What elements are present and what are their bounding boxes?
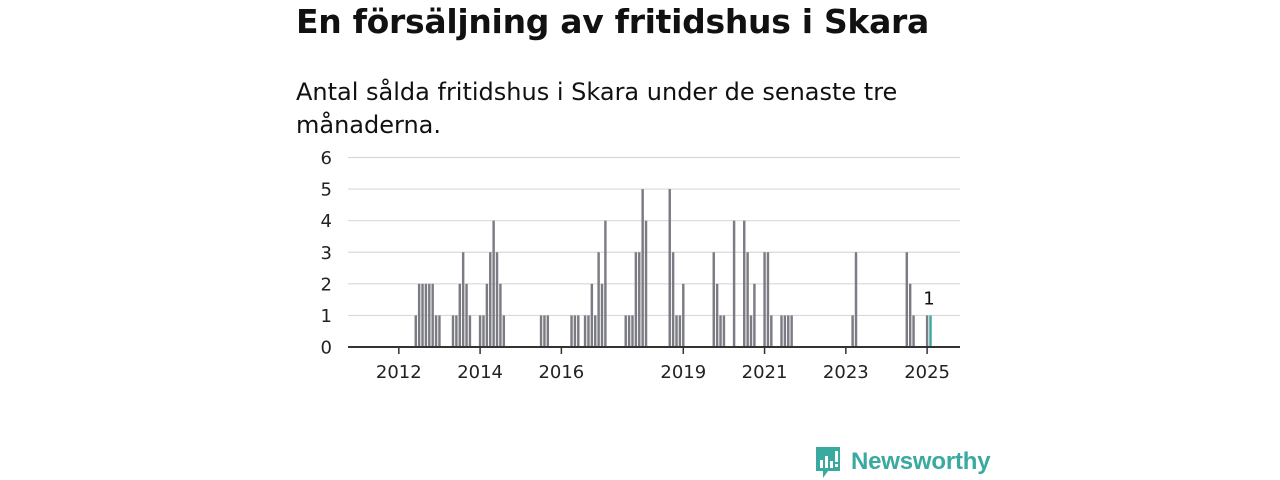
bar — [438, 315, 441, 347]
bar — [641, 189, 644, 347]
bar — [668, 189, 671, 347]
bar — [458, 283, 461, 347]
bar — [604, 220, 607, 347]
bar — [434, 315, 438, 347]
y-tick-label: 1 — [321, 306, 332, 327]
bar — [719, 315, 722, 347]
bar — [753, 283, 756, 347]
bar — [600, 283, 604, 347]
x-tick-label: 2012 — [376, 362, 422, 383]
y-tick-label: 0 — [321, 338, 332, 359]
bar — [543, 315, 546, 347]
x-tick-label: 2023 — [823, 362, 869, 383]
bar — [577, 315, 580, 347]
bar — [624, 315, 627, 347]
bar — [597, 252, 600, 347]
bar — [682, 283, 685, 347]
bar — [912, 315, 915, 347]
bar — [627, 315, 631, 347]
bar-chart: 0 1 2 3 4 5 6 2012 2014 2016 2019 2021 2023 2025 1 — [321, 148, 960, 383]
bar — [787, 315, 790, 347]
bar — [485, 283, 489, 347]
y-tick-label: 2 — [321, 274, 332, 295]
bar — [780, 315, 783, 347]
newsworthy-logo-text: Newsworthy — [851, 448, 991, 475]
bar — [424, 283, 428, 347]
bar — [678, 315, 682, 347]
y-tick-label: 5 — [321, 180, 332, 201]
x-tick-label: 2021 — [742, 362, 788, 383]
bar — [722, 315, 726, 347]
y-tick-label: 6 — [321, 148, 332, 169]
bar — [421, 283, 424, 347]
bar — [925, 315, 929, 347]
bar — [743, 220, 746, 347]
bar — [732, 220, 736, 347]
bar — [749, 315, 753, 347]
bar — [766, 252, 770, 347]
axis-layer — [348, 346, 960, 354]
bar — [905, 252, 909, 347]
bar — [594, 315, 597, 347]
bar — [431, 283, 434, 347]
bar — [634, 252, 638, 347]
bar — [492, 220, 495, 347]
newsworthy-logo-icon — [816, 447, 840, 478]
bar — [502, 315, 506, 347]
bar — [638, 252, 641, 347]
y-tick-label: 3 — [321, 243, 332, 264]
bar — [790, 315, 793, 347]
chart-subtitle: Antal sålda fritidshus i Skara under de … — [296, 78, 898, 139]
bar — [783, 315, 787, 347]
bar — [465, 283, 468, 347]
bar — [712, 252, 715, 347]
y-tick-label: 4 — [321, 211, 332, 232]
bar — [631, 315, 634, 347]
bar — [428, 283, 431, 347]
x-tick-label: 2019 — [660, 362, 706, 383]
bar — [715, 283, 719, 347]
bar-latest — [929, 315, 932, 347]
bar — [851, 315, 854, 347]
bar — [489, 252, 492, 347]
bar — [539, 315, 543, 347]
bar — [644, 220, 648, 347]
x-tick-label: 2016 — [538, 362, 584, 383]
bar — [499, 283, 502, 347]
bar — [495, 252, 499, 347]
bar — [468, 315, 472, 347]
bar — [451, 315, 455, 347]
x-tick-label: 2014 — [457, 362, 503, 383]
bar — [414, 315, 417, 347]
bar — [583, 315, 587, 347]
bar — [587, 315, 590, 347]
bar — [763, 252, 766, 347]
bar — [570, 315, 573, 347]
bar — [546, 315, 550, 347]
bar — [417, 283, 421, 347]
bar — [455, 315, 458, 347]
bar — [675, 315, 678, 347]
label-layer: 0 1 2 3 4 5 6 2012 2014 2016 2019 2021 2023 2025 1 — [321, 148, 950, 383]
bar — [671, 252, 675, 347]
bar — [461, 252, 465, 347]
bar — [573, 315, 577, 347]
annotation-label: 1 — [923, 288, 934, 309]
bar — [854, 252, 858, 347]
bar — [590, 283, 594, 347]
chart-title: En försäljning av fritidshus i Skara — [296, 2, 929, 41]
bar — [770, 315, 773, 347]
bar — [482, 315, 485, 347]
x-tick-label: 2025 — [904, 362, 950, 383]
bar — [908, 283, 912, 347]
newsworthy-logo: Newsworthy — [814, 444, 991, 480]
grid-layer — [348, 156, 960, 317]
bar-layer — [414, 189, 932, 347]
bar — [478, 315, 482, 347]
bar — [746, 252, 749, 347]
